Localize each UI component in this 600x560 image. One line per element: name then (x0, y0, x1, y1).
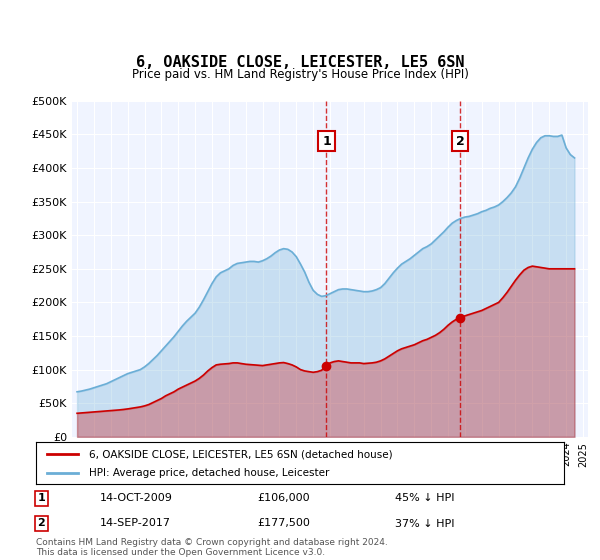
Text: Price paid vs. HM Land Registry's House Price Index (HPI): Price paid vs. HM Land Registry's House … (131, 68, 469, 81)
Text: 14-SEP-2017: 14-SEP-2017 (100, 519, 170, 529)
Text: 2: 2 (455, 134, 464, 148)
Text: 14-OCT-2009: 14-OCT-2009 (100, 493, 172, 503)
Text: 6, OAKSIDE CLOSE, LEICESTER, LE5 6SN: 6, OAKSIDE CLOSE, LEICESTER, LE5 6SN (136, 55, 464, 70)
Text: Contains HM Land Registry data © Crown copyright and database right 2024.
This d: Contains HM Land Registry data © Crown c… (36, 538, 388, 557)
Text: 6, OAKSIDE CLOSE, LEICESTER, LE5 6SN (detached house): 6, OAKSIDE CLOSE, LEICESTER, LE5 6SN (de… (89, 449, 392, 459)
Text: 1: 1 (322, 134, 331, 148)
Text: £106,000: £106,000 (258, 493, 310, 503)
Text: 45% ↓ HPI: 45% ↓ HPI (395, 493, 455, 503)
Text: 2: 2 (37, 519, 45, 529)
Text: HPI: Average price, detached house, Leicester: HPI: Average price, detached house, Leic… (89, 468, 329, 478)
Text: 1: 1 (37, 493, 45, 503)
Text: 37% ↓ HPI: 37% ↓ HPI (395, 519, 455, 529)
Text: £177,500: £177,500 (258, 519, 311, 529)
